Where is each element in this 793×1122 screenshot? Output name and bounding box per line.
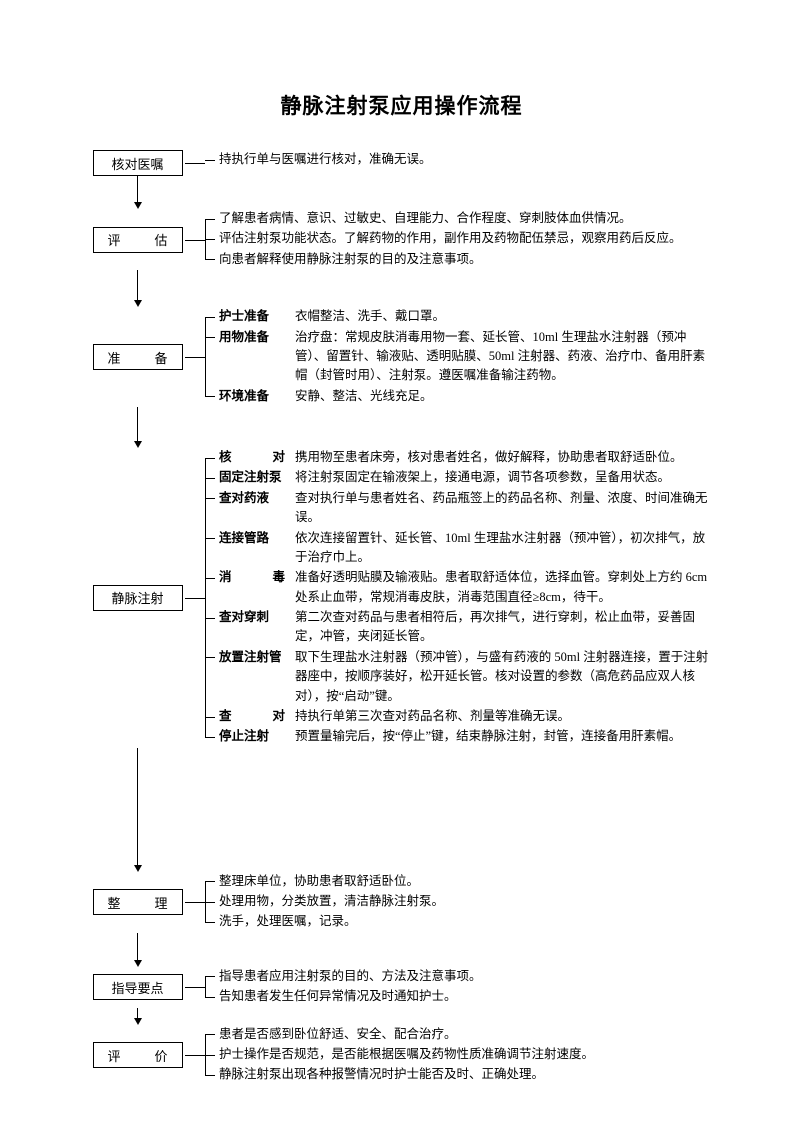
step-box-assess: 评估 xyxy=(93,227,183,253)
flow-step-inject: 静脉注射 核对携用物至患者床旁，核对患者姓名，做好解释，协助患者取舒适卧位。固定注… xyxy=(90,448,713,748)
bracket-icon xyxy=(205,307,219,407)
item-label: 固定注射泵 xyxy=(219,468,285,487)
item-text: 准备好透明贴膜及输液贴。患者取舒适体位，选择血管。穿刺处上方约 6cm 处系止血… xyxy=(295,568,713,607)
list-item: 护士准备衣帽整洁、洗手、戴口罩。 xyxy=(219,307,713,326)
step-label: 理 xyxy=(154,893,167,912)
step-content: 护士准备衣帽整洁、洗手、戴口罩。用物准备治疗盘：常规皮肤消毒用物一套、延长管、1… xyxy=(219,307,713,407)
list-item: 指导患者应用注射泵的目的、方法及注意事项。 xyxy=(219,967,482,986)
bracket-icon xyxy=(205,872,219,933)
step-label: 备 xyxy=(154,348,167,367)
flowchart: 核对医嘱持执行单与医嘱进行核对，准确无误。评估了解患者病情、意识、过敏史、自理能… xyxy=(90,150,713,1086)
step-box-check: 核对医嘱 xyxy=(93,150,183,176)
step-content: 持执行单与医嘱进行核对，准确无误。 xyxy=(219,150,432,176)
step-label: 估 xyxy=(154,230,167,249)
step-label: 准 xyxy=(108,348,121,367)
list-item: 连接管路依次连接留置针、延长管、10ml 生理盐水注射器（预冲管），初次排气，放… xyxy=(219,529,713,568)
item-text: 取下生理盐水注射器（预冲管），与盛有药液的 50ml 注射器连接，置于注射器座中… xyxy=(295,648,713,706)
list-item: 洗手，处理医嘱，记录。 xyxy=(219,912,444,931)
step-box-prepare: 准备 xyxy=(93,344,183,370)
step-label: 评 xyxy=(108,230,121,249)
list-item: 整理床单位，协助患者取舒适卧位。 xyxy=(219,872,444,891)
item-text: 持执行单第三次查对药品名称、剂量等准确无误。 xyxy=(295,707,570,726)
step-label: 评 xyxy=(108,1046,121,1065)
list-item: 告知患者发生任何异常情况及时通知护士。 xyxy=(219,987,482,1006)
item-text: 第二次查对药品与患者相符后，再次排气，进行穿刺，松止血带，妥善固定，冲管，夹闭延… xyxy=(295,608,713,647)
item-label: 连接管路 xyxy=(219,529,285,568)
list-item: 处理用物，分类放置，清洁静脉注射泵。 xyxy=(219,892,444,911)
arrow-down-icon xyxy=(134,1008,142,1025)
step-box-guide: 指导要点 xyxy=(93,974,183,1000)
list-item: 静脉注射泵出现各种报警情况时护士能否及时、正确处理。 xyxy=(219,1065,594,1084)
list-item: 环境准备安静、整洁、光线充足。 xyxy=(219,387,713,406)
list-item: 评估注射泵功能状态。了解药物的作用，副作用及药物配伍禁忌，观察用药后反应。 xyxy=(219,229,682,248)
step-box-eval: 评价 xyxy=(93,1042,183,1068)
item-label: 核对 xyxy=(219,448,285,467)
step-content: 指导患者应用注射泵的目的、方法及注意事项。告知患者发生任何异常情况及时通知护士。 xyxy=(219,967,482,1008)
step-label: 价 xyxy=(154,1046,167,1065)
item-text: 治疗盘：常规皮肤消毒用物一套、延长管、10ml 生理盐水注射器（预冲管）、留置针… xyxy=(295,328,713,386)
step-content: 了解患者病情、意识、过敏史、自理能力、合作程度、穿刺肢体血供情况。评估注射泵功能… xyxy=(219,209,682,270)
step-content: 患者是否感到卧位舒适、安全、配合治疗。护士操作是否规范，是否能根据医嘱及药物性质… xyxy=(219,1025,594,1086)
item-text: 携用物至患者床旁，核对患者姓名，做好解释，协助患者取舒适卧位。 xyxy=(295,448,683,467)
arrow-down-icon xyxy=(134,748,142,872)
list-item: 持执行单与医嘱进行核对，准确无误。 xyxy=(219,150,432,169)
item-text: 将注射泵固定在输液架上，接通电源，调节各项参数，呈备用状态。 xyxy=(295,468,670,487)
bracket-icon xyxy=(205,1025,219,1086)
list-item: 查对药液查对执行单与患者姓名、药品瓶签上的药品名称、剂量、浓度、时间准确无误。 xyxy=(219,489,713,528)
item-label: 环境准备 xyxy=(219,387,285,406)
item-label: 查对 xyxy=(219,707,285,726)
bracket-icon xyxy=(205,967,219,1008)
list-item: 固定注射泵将注射泵固定在输液架上，接通电源，调节各项参数，呈备用状态。 xyxy=(219,468,713,487)
flow-step-assess: 评估了解患者病情、意识、过敏史、自理能力、合作程度、穿刺肢体血供情况。评估注射泵… xyxy=(90,209,713,270)
arrow-down-icon xyxy=(134,407,142,448)
step-content: 整理床单位，协助患者取舒适卧位。处理用物，分类放置，清洁静脉注射泵。洗手，处理医… xyxy=(219,872,444,933)
list-item: 向患者解释使用静脉注射泵的目的及注意事项。 xyxy=(219,250,682,269)
list-item: 查对持执行单第三次查对药品名称、剂量等准确无误。 xyxy=(219,707,713,726)
item-label: 停止注射 xyxy=(219,727,285,746)
list-item: 用物准备治疗盘：常规皮肤消毒用物一套、延长管、10ml 生理盐水注射器（预冲管）… xyxy=(219,328,713,386)
item-text: 预置量输完后，按“停止”键，结束静脉注射，封管，连接备用肝素帽。 xyxy=(295,727,681,746)
list-item: 查对穿刺第二次查对药品与患者相符后，再次排气，进行穿刺，松止血带，妥善固定，冲管… xyxy=(219,608,713,647)
item-label: 护士准备 xyxy=(219,307,285,326)
item-text: 查对执行单与患者姓名、药品瓶签上的药品名称、剂量、浓度、时间准确无误。 xyxy=(295,489,713,528)
step-content: 核对携用物至患者床旁，核对患者姓名，做好解释，协助患者取舒适卧位。固定注射泵将注… xyxy=(219,448,713,748)
bracket-icon xyxy=(205,448,219,748)
list-item: 消毒准备好透明贴膜及输液贴。患者取舒适体位，选择血管。穿刺处上方约 6cm 处系… xyxy=(219,568,713,607)
list-item: 了解患者病情、意识、过敏史、自理能力、合作程度、穿刺肢体血供情况。 xyxy=(219,209,682,228)
list-item: 患者是否感到卧位舒适、安全、配合治疗。 xyxy=(219,1025,594,1044)
arrow-down-icon xyxy=(134,933,142,967)
item-label: 放置注射管 xyxy=(219,648,285,706)
bracket-icon xyxy=(205,209,219,270)
item-label: 查对穿刺 xyxy=(219,608,285,647)
item-text: 衣帽整洁、洗手、戴口罩。 xyxy=(295,307,445,326)
list-item: 护士操作是否规范，是否能根据医嘱及药物性质准确调节注射速度。 xyxy=(219,1045,594,1064)
step-box-inject: 静脉注射 xyxy=(93,585,183,611)
item-label: 查对药液 xyxy=(219,489,285,528)
flow-step-eval: 评价患者是否感到卧位舒适、安全、配合治疗。护士操作是否规范，是否能根据医嘱及药物… xyxy=(90,1025,713,1086)
flow-step-prepare: 准备护士准备衣帽整洁、洗手、戴口罩。用物准备治疗盘：常规皮肤消毒用物一套、延长管… xyxy=(90,307,713,407)
flow-step-tidy: 整理整理床单位，协助患者取舒适卧位。处理用物，分类放置，清洁静脉注射泵。洗手，处… xyxy=(90,872,713,933)
flow-step-guide: 指导要点 指导患者应用注射泵的目的、方法及注意事项。告知患者发生任何异常情况及时通… xyxy=(90,967,713,1008)
item-text: 依次连接留置针、延长管、10ml 生理盐水注射器（预冲管），初次排气，放于治疗巾… xyxy=(295,529,713,568)
list-item: 停止注射预置量输完后，按“停止”键，结束静脉注射，封管，连接备用肝素帽。 xyxy=(219,727,713,746)
step-box-tidy: 整理 xyxy=(93,889,183,915)
item-label: 用物准备 xyxy=(219,328,285,386)
item-label: 消毒 xyxy=(219,568,285,607)
step-label: 整 xyxy=(108,893,121,912)
page-title: 静脉注射泵应用操作流程 xyxy=(90,90,713,120)
arrow-down-icon xyxy=(134,176,142,209)
item-text: 安静、整洁、光线充足。 xyxy=(295,387,433,406)
arrow-down-icon xyxy=(134,270,142,307)
flow-step-check: 核对医嘱 持执行单与医嘱进行核对，准确无误。 xyxy=(90,150,713,176)
list-item: 放置注射管取下生理盐水注射器（预冲管），与盛有药液的 50ml 注射器连接，置于… xyxy=(219,648,713,706)
list-item: 核对携用物至患者床旁，核对患者姓名，做好解释，协助患者取舒适卧位。 xyxy=(219,448,713,467)
bracket-icon xyxy=(205,150,219,176)
